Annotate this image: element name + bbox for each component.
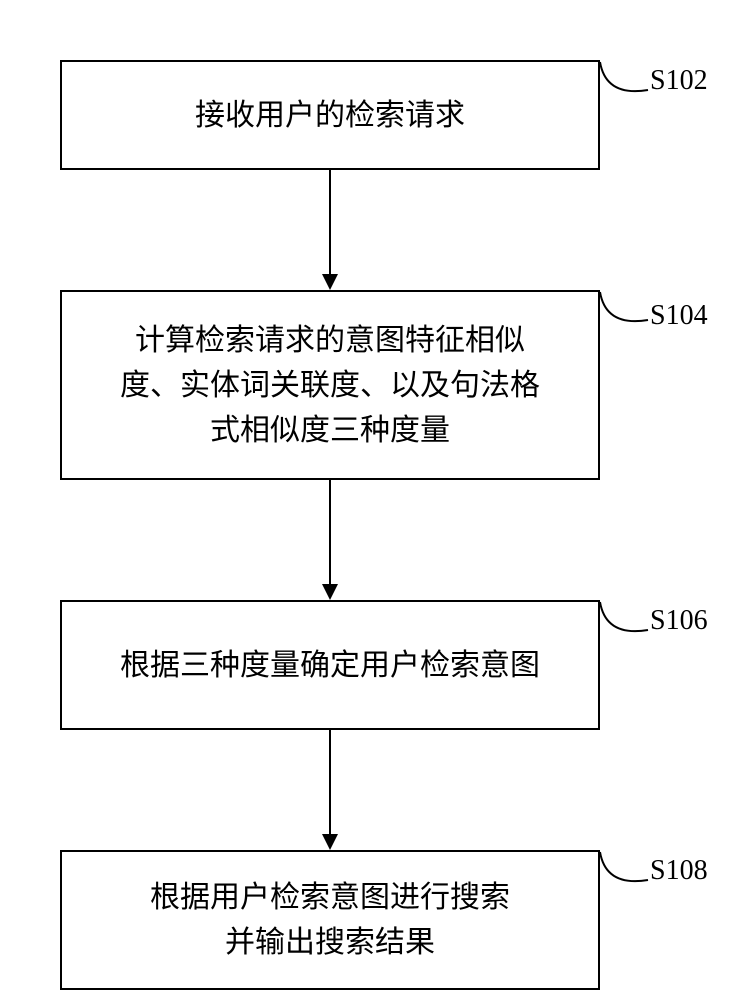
connector-curve xyxy=(598,602,648,642)
flowchart-canvas: 接收用户的检索请求 S102 计算检索请求的意图特征相似 度、实体词关联度、以及句法… xyxy=(0,0,743,1000)
arrow-head-icon xyxy=(322,834,338,850)
arrow-line xyxy=(329,170,331,274)
flowchart-node-1: 接收用户的检索请求 xyxy=(60,60,600,170)
flowchart-node-3: 根据三种度量确定用户检索意图 xyxy=(60,600,600,730)
connector-curve xyxy=(598,852,648,892)
step-label-S102: S102 xyxy=(650,65,708,97)
node-text: 根据用户检索意图进行搜索 并输出搜索结果 xyxy=(150,875,510,965)
arrow-line xyxy=(329,480,331,584)
connector-curve xyxy=(598,292,648,332)
flowchart-node-4: 根据用户检索意图进行搜索 并输出搜索结果 xyxy=(60,850,600,990)
step-label-S106: S106 xyxy=(650,605,708,637)
arrow-head-icon xyxy=(322,584,338,600)
node-text: 根据三种度量确定用户检索意图 xyxy=(120,643,540,688)
step-label-S108: S108 xyxy=(650,855,708,887)
node-text: 计算检索请求的意图特征相似 度、实体词关联度、以及句法格 式相似度三种度量 xyxy=(120,318,540,453)
step-label-S104: S104 xyxy=(650,300,708,332)
arrow-line xyxy=(329,730,331,834)
node-text: 接收用户的检索请求 xyxy=(195,93,465,138)
flowchart-node-2: 计算检索请求的意图特征相似 度、实体词关联度、以及句法格 式相似度三种度量 xyxy=(60,290,600,480)
connector-curve xyxy=(598,62,648,102)
arrow-head-icon xyxy=(322,274,338,290)
